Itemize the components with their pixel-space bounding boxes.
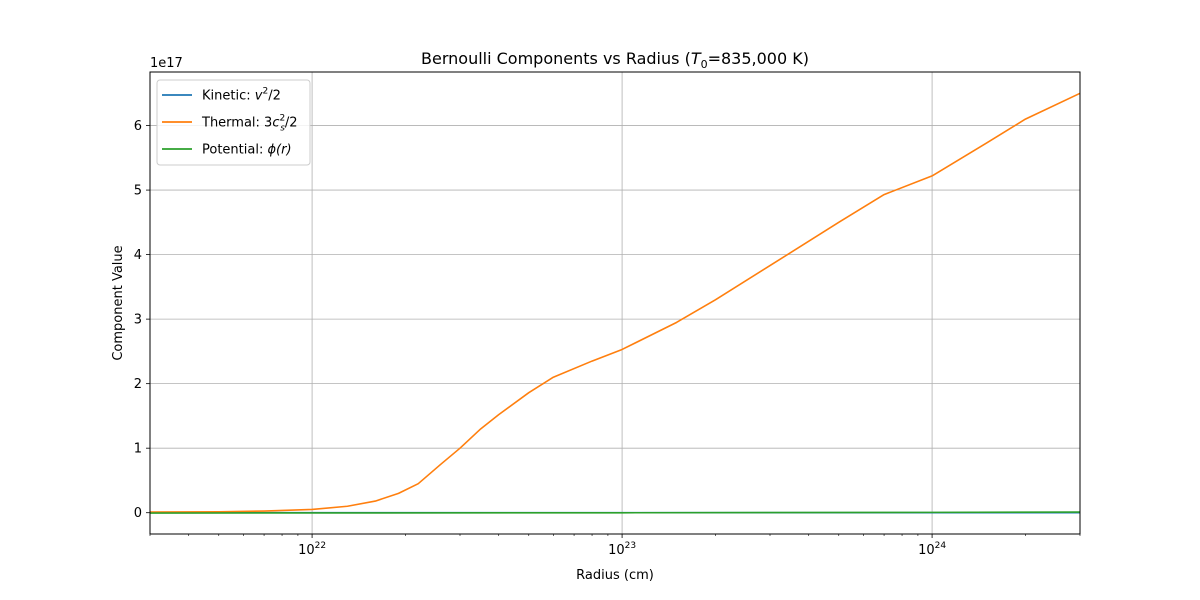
- legend-label: Potential: ϕ(r): [202, 143, 292, 158]
- y-tick-label: 3: [134, 313, 142, 328]
- series-line-2: [149, 92, 1081, 513]
- chart-title: Bernoulli Components vs Radius (T0=835,0…: [421, 49, 809, 71]
- y-tick-label: 6: [134, 119, 142, 134]
- y-tick-label: 2: [134, 377, 142, 392]
- y-axis-ticks: 0 1 2 3 4 5 6: [134, 119, 150, 521]
- x-tick-label: 1023: [608, 541, 636, 558]
- y-tick-label: 4: [134, 248, 142, 263]
- legend: Kinetic: v2/2 Thermal: 3c2 s/2 Potential: ϕ…: [156, 79, 311, 166]
- legend-label: Thermal: 3c2 s/2: [201, 114, 298, 134]
- axes-frame: [149, 71, 1081, 535]
- legend-box: [156, 79, 311, 166]
- series-line-3: [149, 511, 1081, 514]
- x-tick-label: 1022: [298, 541, 326, 558]
- y-tick-label: 1: [134, 442, 142, 457]
- legend-label: Kinetic: v2/2: [202, 87, 281, 104]
- x-axis-label: Radius (cm): [576, 568, 654, 583]
- grid-lines: [150, 72, 1080, 534]
- series-layer: [149, 92, 1081, 514]
- y-offset-label: 1e17: [150, 56, 183, 71]
- y-axis-label: Component Value: [111, 245, 126, 360]
- x-axis-ticks: 1022 1023 1024: [149, 534, 1081, 558]
- x-tick-label: 1024: [918, 541, 946, 558]
- y-tick-label: 5: [134, 184, 142, 199]
- y-tick-label: 0: [134, 506, 142, 521]
